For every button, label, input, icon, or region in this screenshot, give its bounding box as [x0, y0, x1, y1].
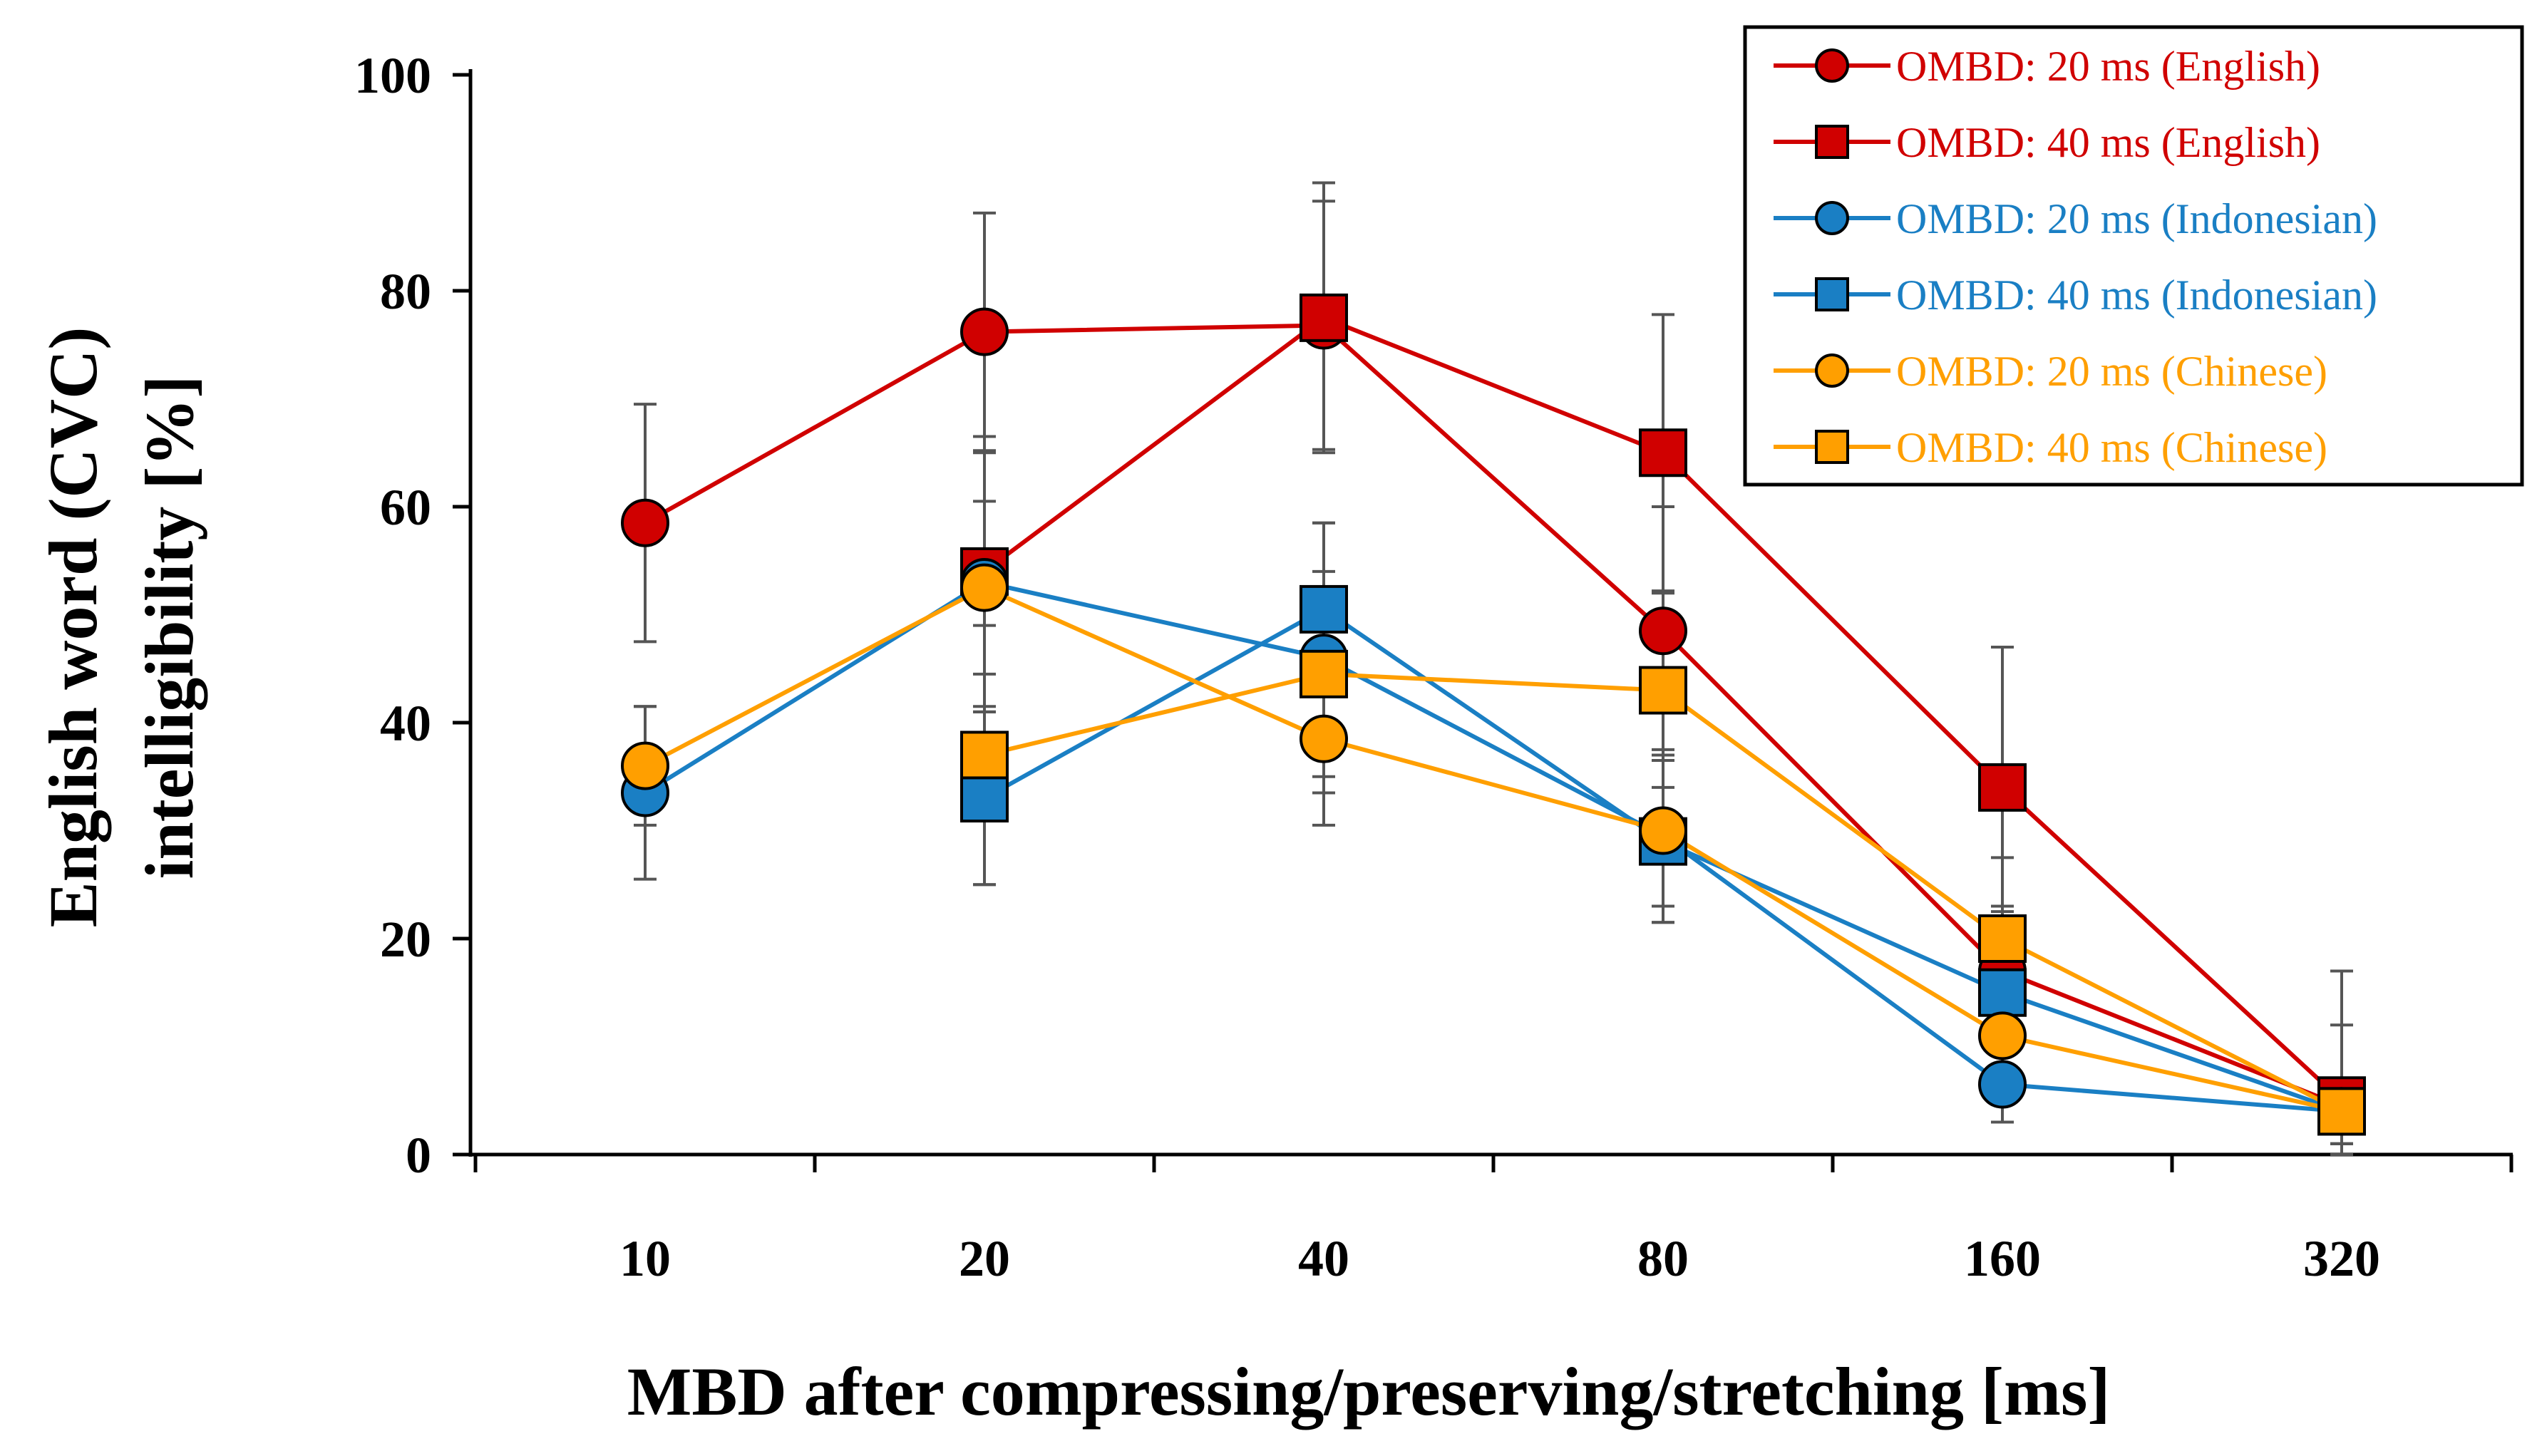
x-tick-label-80: 80: [1637, 1230, 1689, 1287]
marker-s5-80: [1639, 666, 1687, 715]
marker-s4-10: [621, 741, 669, 790]
y-axis-title-line-1: English word (CVC): [35, 327, 111, 928]
y-tick-label-0: 0: [406, 1127, 431, 1184]
marker-s5-40: [1300, 649, 1348, 698]
series-markers: [621, 293, 2366, 1136]
legend-marker-2: [1815, 201, 1849, 235]
marker-s0-10: [621, 498, 669, 547]
series-line-0: [644, 323, 2343, 1108]
legend-marker-1: [1815, 125, 1849, 159]
y-tick-label-80: 80: [380, 263, 431, 320]
y-tick-label-60: 60: [380, 479, 431, 536]
marker-s5-20: [960, 730, 1009, 780]
marker-s3-160: [1978, 968, 2027, 1017]
marker-s5-160: [1978, 914, 2027, 963]
marker-s5-320: [2317, 1087, 2366, 1136]
series-line-4: [644, 585, 2342, 1114]
y-axis-title-line-2: intelligibility [%]: [131, 376, 207, 879]
marker-s3-40: [1300, 584, 1348, 634]
legend-label-4: OMBD: 20 ms (Chinese): [1896, 348, 2327, 395]
x-tick-label-10: 10: [619, 1230, 671, 1287]
legend: OMBD: 20 ms (English) OMBD: 40 ms (Englis…: [1743, 25, 2524, 487]
x-tick-label-20: 20: [959, 1230, 1010, 1287]
y-tick-label-100: 100: [354, 47, 431, 104]
legend-label-5: OMBD: 40 ms (Chinese): [1896, 424, 2327, 471]
legend-label-2: OMBD: 20 ms (Indonesian): [1896, 195, 2377, 242]
legend-marker-3: [1815, 277, 1849, 311]
marker-s1-80: [1639, 428, 1687, 477]
marker-s0-80: [1639, 606, 1687, 656]
marker-s4-80: [1639, 806, 1687, 855]
x-tick-label-40: 40: [1298, 1230, 1349, 1287]
legend-marker-4: [1815, 353, 1849, 388]
y-tick-label-20: 20: [380, 911, 431, 968]
legend-label-0: OMBD: 20 ms (English): [1896, 43, 2320, 90]
legend-marker-5: [1815, 430, 1849, 464]
marker-s4-40: [1300, 714, 1348, 763]
marker-s4-160: [1978, 1011, 2027, 1060]
x-axis-title: MBD after compressing/preserving/stretch…: [627, 1353, 2111, 1430]
marker-s4-20: [960, 563, 1009, 612]
marker-s1-160: [1978, 763, 2027, 812]
legend-marker-0: [1815, 48, 1849, 83]
marker-s1-40: [1300, 293, 1348, 342]
legend-label-3: OMBD: 40 ms (Indonesian): [1896, 272, 2377, 319]
tick-labels: 0 20 40 60 80 100 10 20 40 80 160 320: [354, 47, 2380, 1287]
x-tick-label-320: 320: [2303, 1230, 2380, 1287]
legend-label-1: OMBD: 40 ms (English): [1896, 119, 2320, 166]
legend-box: [1743, 25, 2524, 487]
x-tick-label-160: 160: [1964, 1230, 2041, 1287]
marker-s0-20: [960, 307, 1009, 356]
axes: [453, 69, 2513, 1172]
marker-s3-20: [960, 774, 1009, 823]
series-line-2: [644, 580, 2342, 1114]
marker-s2-160: [1978, 1060, 2027, 1109]
y-tick-label-40: 40: [380, 695, 431, 752]
